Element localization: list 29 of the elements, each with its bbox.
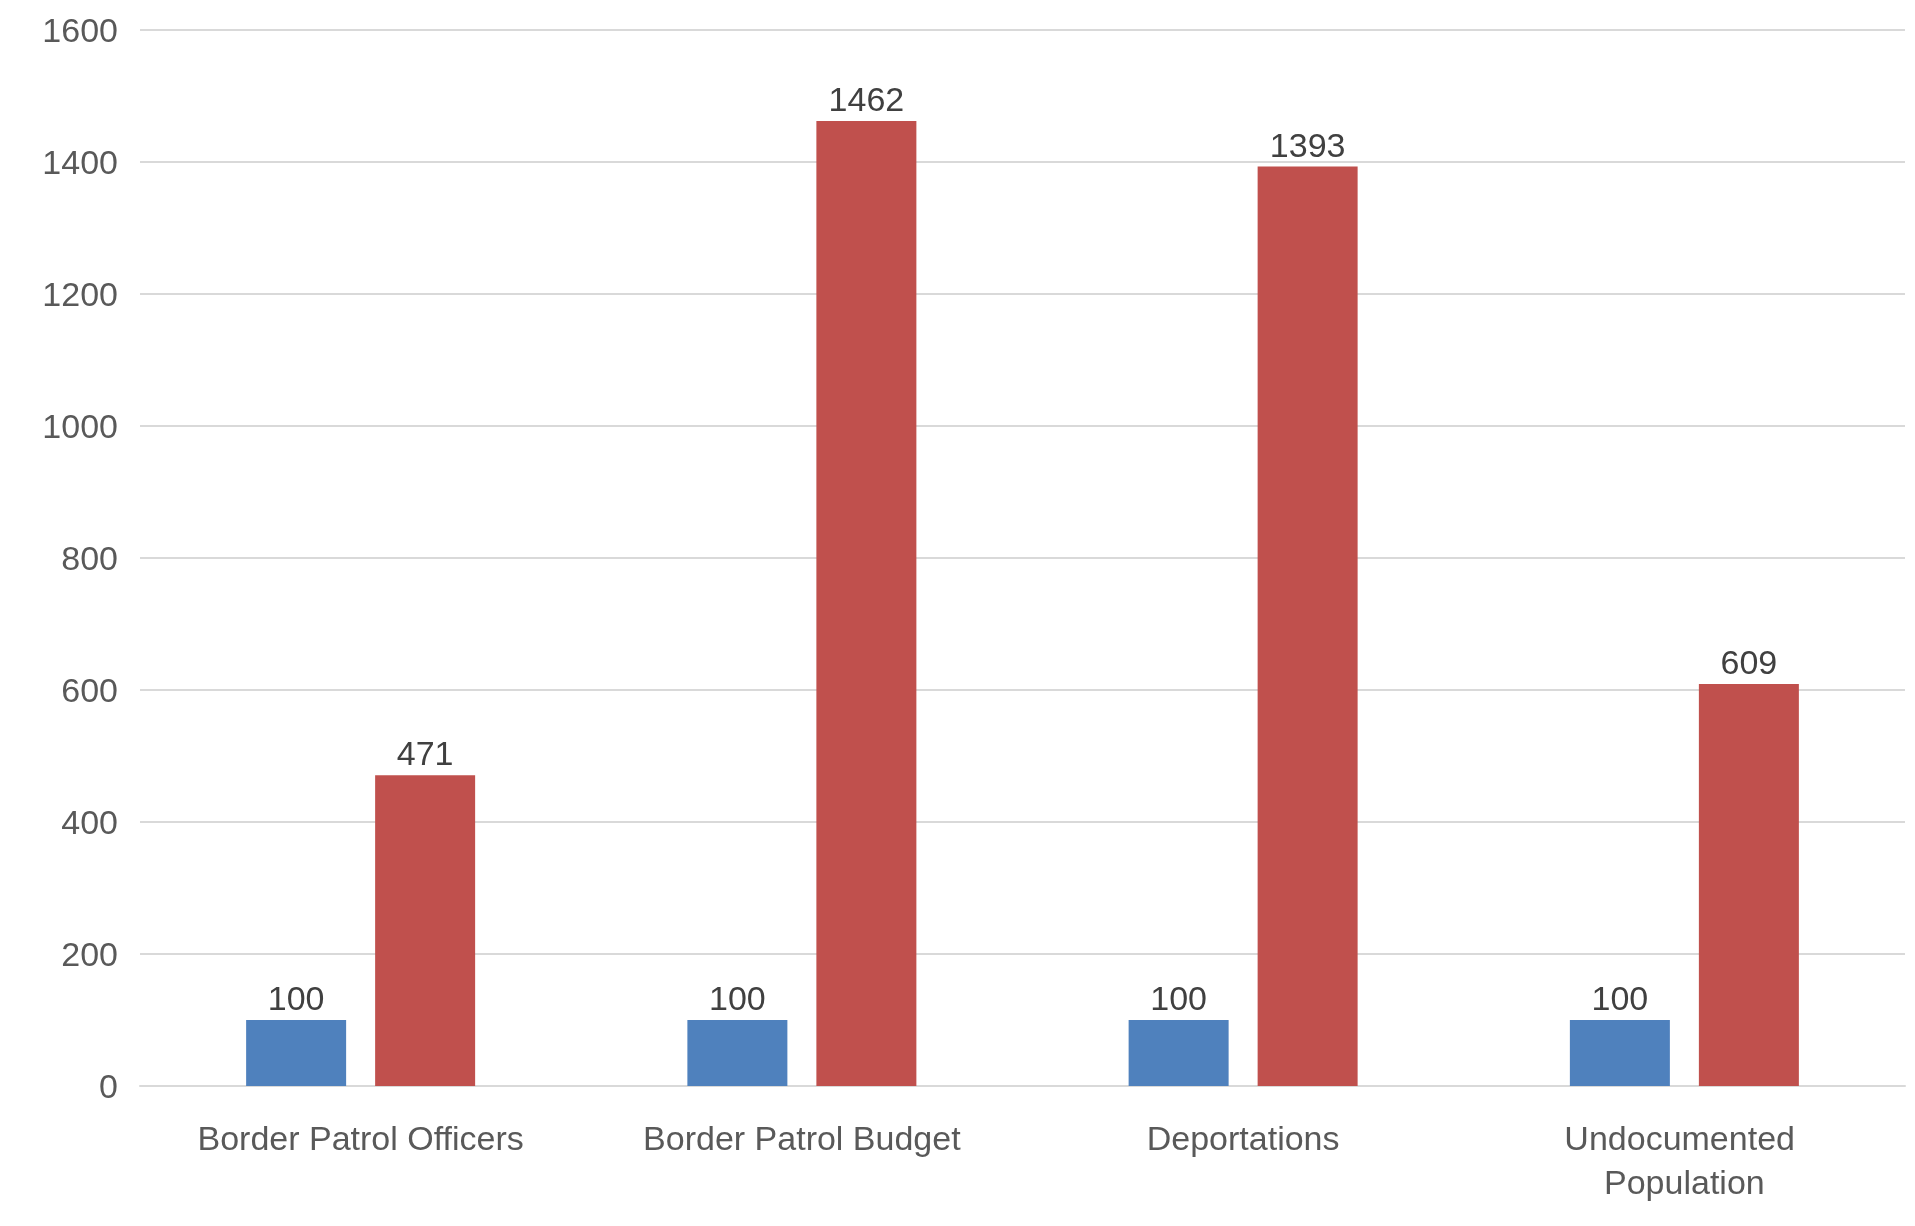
y-tick-label: 1400 [42, 143, 118, 181]
x-tick-label: Border Patrol Budget [643, 1119, 962, 1157]
bar [1128, 1020, 1229, 1086]
data-label: 1462 [828, 80, 905, 119]
bar [1698, 684, 1799, 1086]
bar [1569, 1020, 1670, 1086]
y-tick-label: 1600 [42, 11, 118, 49]
bar [375, 775, 476, 1086]
bar [687, 1020, 788, 1086]
x-tick-label: Border Patrol Officers [197, 1119, 524, 1157]
bar [1257, 166, 1358, 1086]
data-label: 471 [396, 734, 454, 773]
y-tick-label: 400 [61, 803, 118, 841]
data-label: 1393 [1269, 125, 1346, 164]
data-label: 100 [267, 979, 325, 1017]
y-tick-label: 0 [99, 1067, 118, 1105]
x-tick-label: Deportations [1146, 1119, 1340, 1157]
data-label: 100 [1591, 979, 1649, 1017]
data-label: 609 [1720, 643, 1778, 682]
y-tick-label: 1000 [42, 407, 118, 445]
data-label: 100 [709, 979, 766, 1017]
bar [246, 1020, 347, 1086]
x-tick-label: Undocumented Population [1564, 1119, 1805, 1201]
data-label: 100 [1150, 979, 1207, 1017]
y-tick-label: 200 [61, 935, 118, 973]
y-tick-label: 800 [61, 539, 118, 577]
y-tick-label: 1200 [42, 275, 118, 313]
bar [816, 121, 917, 1086]
y-tick-label: 600 [61, 671, 118, 709]
